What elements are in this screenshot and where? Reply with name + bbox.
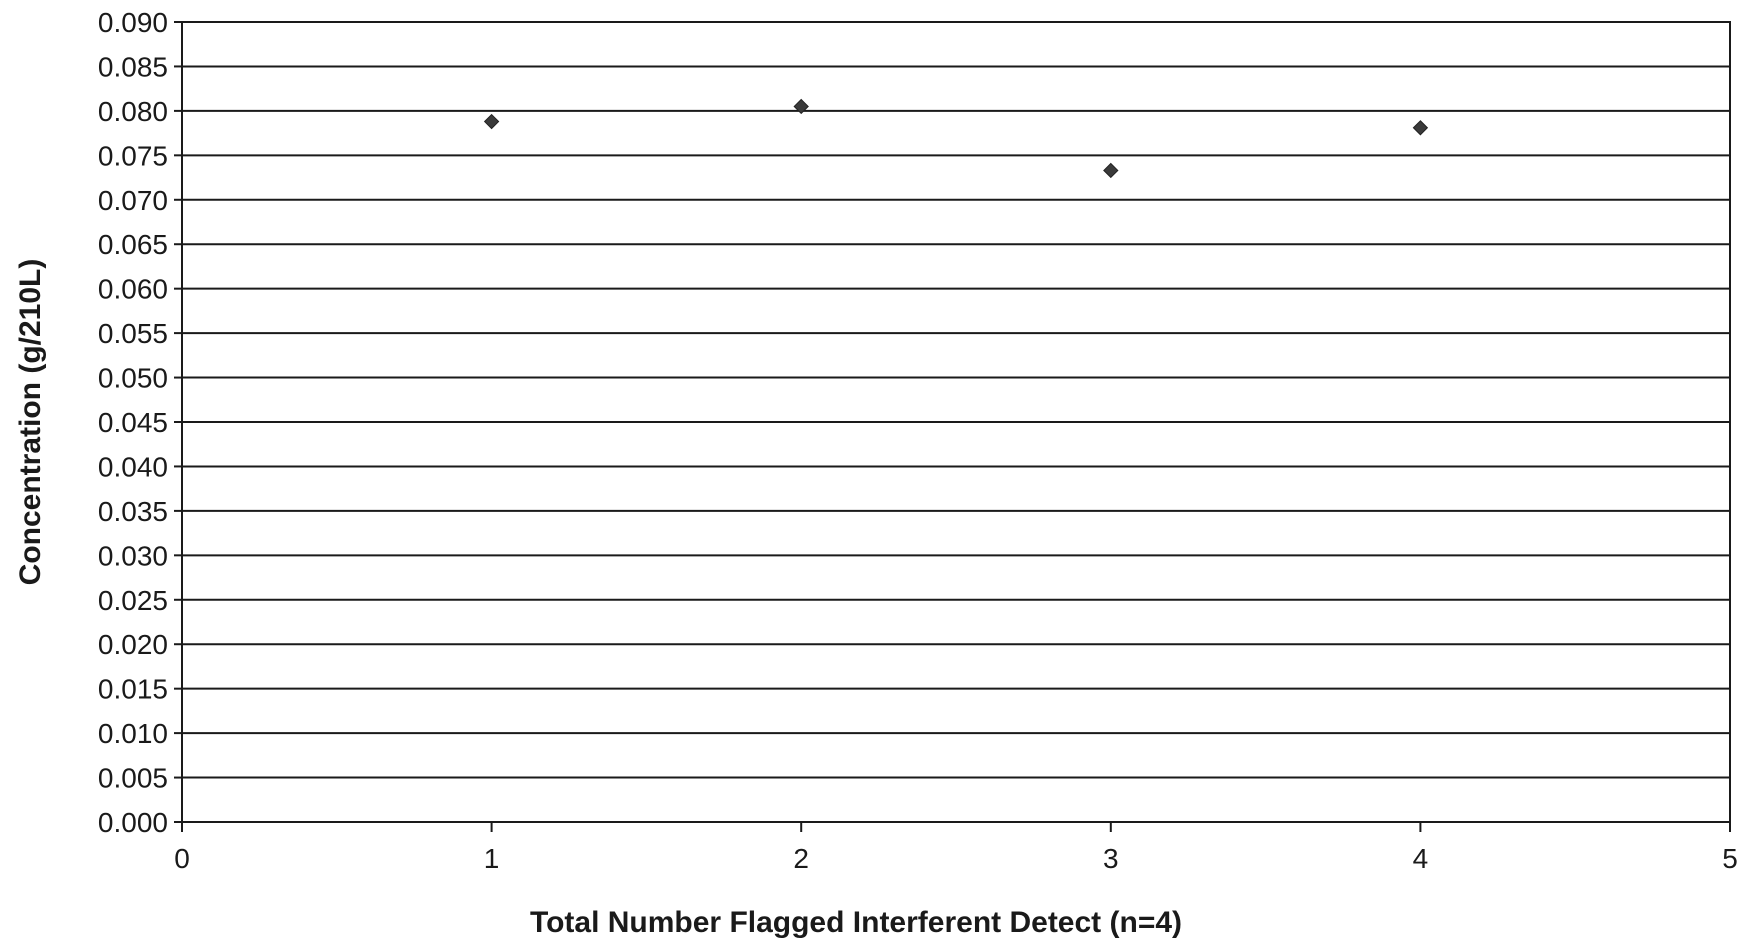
y-tick-label: 0.010	[98, 718, 168, 749]
x-tick-label: 2	[793, 843, 809, 874]
y-tick-label: 0.055	[98, 318, 168, 349]
y-tick-label: 0.050	[98, 363, 168, 394]
x-tick-label: 3	[1103, 843, 1119, 874]
y-tick-label: 0.085	[98, 51, 168, 82]
y-tick-label: 0.025	[98, 585, 168, 616]
y-tick-label: 0.060	[98, 274, 168, 305]
data-point-marker	[1103, 162, 1119, 179]
data-points	[483, 98, 1429, 179]
data-point-marker	[483, 113, 500, 130]
y-axis-tick-labels: 0.000 0.005 0.010 0.015 0.020 0.025 0.030 0.035…	[98, 7, 168, 838]
axis-ticks	[174, 21, 1731, 832]
x-tick-label: 0	[174, 843, 190, 874]
y-tick-label: 0.075	[98, 140, 168, 171]
y-tick-label: 0.065	[98, 229, 168, 260]
y-tick-label: 0.015	[98, 674, 168, 705]
data-point-marker	[1412, 120, 1429, 136]
x-axis-title: Total Number Flagged Interferent Detect …	[530, 906, 1182, 939]
y-tick-label: 0.035	[98, 496, 168, 527]
x-tick-label: 1	[484, 843, 500, 874]
x-tick-label: 5	[1722, 843, 1738, 874]
y-tick-label: 0.070	[98, 185, 168, 216]
y-tick-label: 0.030	[98, 540, 168, 571]
x-tick-label: 4	[1413, 843, 1429, 874]
y-tick-label: 0.090	[98, 7, 168, 38]
y-tick-label: 0.000	[98, 807, 168, 838]
y-axis-title: Concentration (g/210L)	[14, 259, 47, 586]
y-tick-label: 0.020	[98, 629, 168, 660]
x-axis-tick-labels: 0 1 2 3 4 5	[174, 843, 1738, 874]
data-point-marker	[793, 98, 809, 115]
y-tick-label: 0.080	[98, 96, 168, 127]
y-tick-label: 0.045	[98, 407, 168, 438]
y-tick-label: 0.040	[98, 451, 168, 482]
y-tick-label: 0.005	[98, 763, 168, 794]
gridlines	[182, 21, 1730, 823]
